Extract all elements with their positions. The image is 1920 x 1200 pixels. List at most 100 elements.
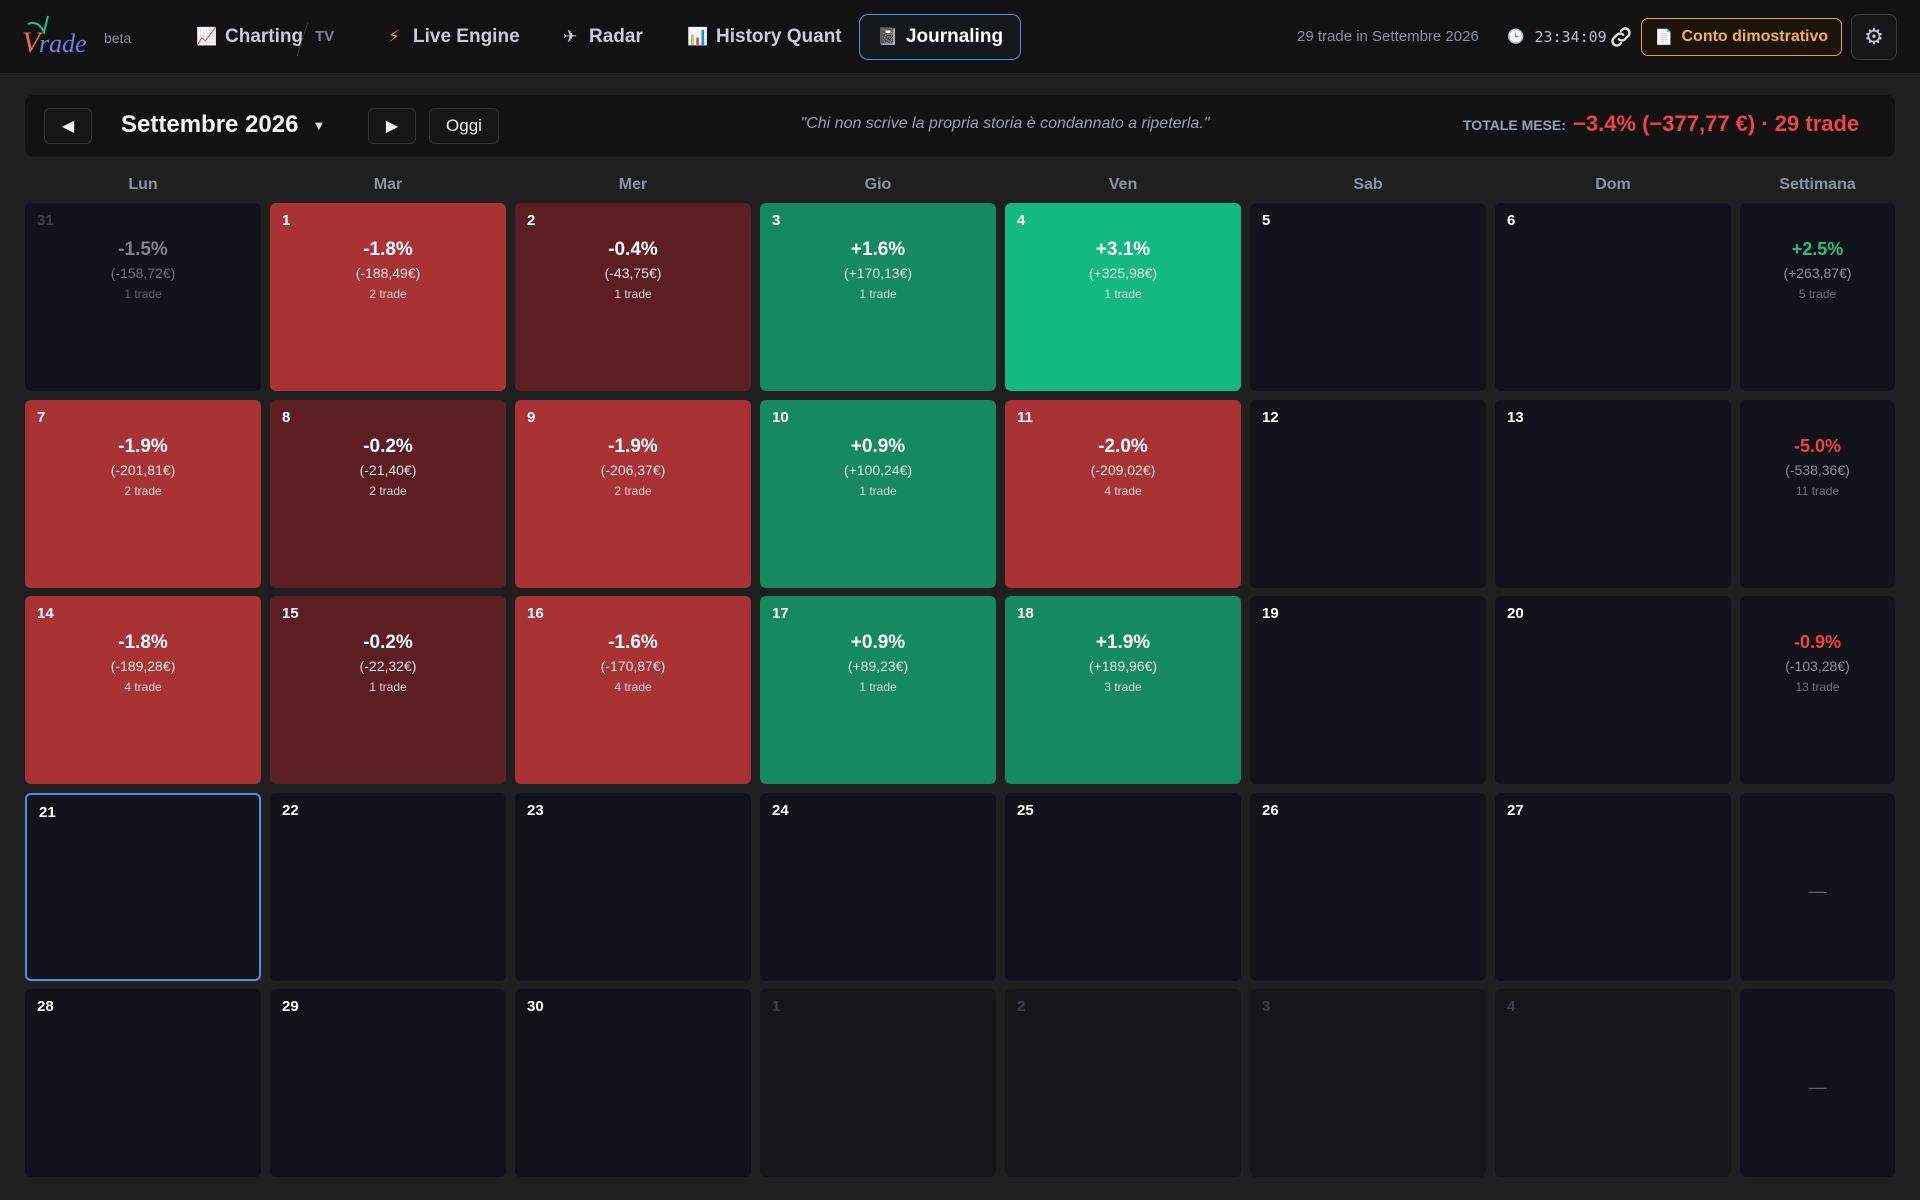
week-pnl-percent: +2.5% (1791, 239, 1844, 259)
day-number: 17 (772, 605, 789, 622)
day-cell[interactable]: 5 (1250, 203, 1486, 391)
next-month-button[interactable]: ▶ (368, 108, 416, 144)
triangle-right-icon: ▶ (385, 118, 399, 135)
day-trade-count: 1 trade (859, 287, 897, 301)
nav-charting[interactable]: 📈 Charting (182, 14, 317, 60)
day-cell[interactable]: 21 (25, 793, 261, 981)
day-cell[interactable]: 1 -1.8% (-188,49€) 2 trade (270, 203, 506, 391)
day-cell[interactable]: 3 +1.6% (+170,13€) 1 trade (760, 203, 996, 391)
demo-account-button[interactable]: 📄 Conto dimostrativo (1641, 18, 1842, 56)
day-trade-count: 4 trade (614, 680, 652, 694)
gear-icon: ⚙ (1864, 24, 1884, 49)
day-cell[interactable]: 31 -1.5% (-158,72€) 1 trade (25, 203, 261, 391)
day-cell[interactable]: 26 (1250, 793, 1486, 981)
weekday-header: Settimana (1779, 176, 1856, 193)
day-cell[interactable]: 1 (760, 989, 996, 1177)
day-number: 2 (527, 212, 536, 229)
today-button[interactable]: Oggi (429, 108, 499, 144)
day-cell[interactable]: 19 (1250, 596, 1486, 784)
month-total-value: −3.4% (−377,77 €) · 29 trade (1573, 111, 1860, 136)
day-number: 1 (282, 212, 291, 229)
nav-label: Journaling (905, 26, 1004, 47)
chart-icon: 📈 (196, 27, 218, 46)
day-pnl-percent: -2.0% (1098, 436, 1148, 457)
day-cell[interactable]: 22 (270, 793, 506, 981)
day-number: 19 (1262, 605, 1279, 622)
day-pnl-amount: (-21,40€) (359, 462, 417, 478)
day-cell[interactable]: 4 +3.1% (+325,98€) 1 trade (1005, 203, 1241, 391)
week-summary-cell: — (1740, 793, 1895, 981)
day-cell[interactable]: 10 +0.9% (+100,24€) 1 trade (760, 400, 996, 588)
day-trade-count: 2 trade (124, 484, 162, 498)
tv-toggle[interactable]: TV (315, 28, 335, 45)
day-pnl-amount: (-170,87€) (600, 658, 666, 674)
nav-history-quant[interactable]: 📊 History Quant (673, 14, 856, 60)
document-icon: 📄 (1654, 29, 1674, 46)
day-pnl-percent: +0.9% (850, 436, 906, 457)
day-cell[interactable]: 6 (1495, 203, 1731, 391)
day-number: 10 (772, 409, 789, 426)
day-trade-count: 4 trade (1104, 484, 1142, 498)
day-cell[interactable]: 20 (1495, 596, 1731, 784)
day-pnl-percent: -1.9% (118, 436, 168, 457)
day-trade-count: 1 trade (859, 484, 897, 498)
day-pnl-amount: (+89,23€) (847, 658, 909, 674)
day-cell[interactable]: 4 (1495, 989, 1731, 1177)
day-pnl-amount: (+325,98€) (1088, 265, 1158, 281)
weekday-header: Dom (1595, 176, 1631, 193)
week-empty-dash: — (1808, 1077, 1827, 1097)
vtrade-logo[interactable]: V rade (22, 14, 92, 60)
day-cell[interactable]: 15 -0.2% (-22,32€) 1 trade (270, 596, 506, 784)
nav-live-engine[interactable]: ⚡ Live Engine (370, 14, 534, 60)
day-number: 14 (37, 605, 54, 622)
day-cell[interactable]: 2 (1005, 989, 1241, 1177)
day-cell[interactable]: 25 (1005, 793, 1241, 981)
day-cell[interactable]: 2 -0.4% (-43,75€) 1 trade (515, 203, 751, 391)
day-number: 8 (282, 409, 291, 426)
day-cell[interactable]: 29 (270, 989, 506, 1177)
weekday-header: Gio (864, 176, 892, 193)
nav-journaling[interactable]: 📓 Journaling (859, 14, 1021, 60)
link-icon[interactable] (1608, 24, 1634, 50)
day-cell[interactable]: 12 (1250, 400, 1486, 588)
day-cell[interactable]: 28 (25, 989, 261, 1177)
week-summary-cell: +2.5% (+263,87€) 5 trade (1740, 203, 1895, 391)
month-header: ◀ Settembre 2026 ▼ ▶ Oggi "Chi non scriv… (25, 95, 1895, 157)
day-cell[interactable]: 8 -0.2% (-21,40€) 2 trade (270, 400, 506, 588)
day-cell[interactable]: 23 (515, 793, 751, 981)
settings-button[interactable]: ⚙ (1851, 14, 1897, 60)
previous-month-button[interactable]: ◀ (44, 108, 92, 144)
day-cell[interactable]: 11 -2.0% (-209,02€) 4 trade (1005, 400, 1241, 588)
day-cell[interactable]: 24 (760, 793, 996, 981)
weekday-header: Mer (618, 176, 648, 193)
day-cell[interactable]: 3 (1250, 989, 1486, 1177)
day-cell[interactable]: 7 -1.9% (-201,81€) 2 trade (25, 400, 261, 588)
day-cell[interactable]: 13 (1495, 400, 1731, 588)
day-pnl-amount: (-189,28€) (110, 658, 176, 674)
bar-chart-icon: 📊 (687, 27, 709, 46)
clock-time: 23:34:09 (1534, 28, 1607, 46)
radar-icon: ✈ (562, 27, 578, 46)
month-title: Settembre 2026 (121, 111, 299, 138)
day-cell[interactable]: 27 (1495, 793, 1731, 981)
month-selector[interactable]: Settembre 2026 ▼ (121, 111, 325, 139)
nav-radar[interactable]: ✈ Radar (546, 14, 657, 60)
day-number: 30 (527, 998, 544, 1015)
day-cell[interactable]: 30 (515, 989, 751, 1177)
day-number: 18 (1017, 605, 1034, 622)
nav-label: History Quant (716, 26, 842, 47)
day-cell[interactable]: 9 -1.9% (-206,37€) 2 trade (515, 400, 751, 588)
day-trade-count: 1 trade (124, 287, 162, 301)
week-pnl-amount: (+263,87€) (1783, 265, 1852, 281)
day-cell[interactable]: 17 +0.9% (+89,23€) 1 trade (760, 596, 996, 784)
demo-account-label: Conto dimostrativo (1681, 28, 1829, 45)
day-cell[interactable]: 14 -1.8% (-189,28€) 4 trade (25, 596, 261, 784)
day-cell[interactable]: 18 +1.9% (+189,96€) 3 trade (1005, 596, 1241, 784)
week-trade-count: 11 trade (1795, 484, 1840, 498)
clock-icon: 🕒 (1507, 29, 1525, 45)
day-cell[interactable]: 16 -1.6% (-170,87€) 4 trade (515, 596, 751, 784)
day-pnl-amount: (-201,81€) (110, 462, 176, 478)
day-number: 16 (527, 605, 544, 622)
week-trade-count: 5 trade (1798, 287, 1837, 301)
day-pnl-amount: (-158,72€) (110, 265, 176, 281)
